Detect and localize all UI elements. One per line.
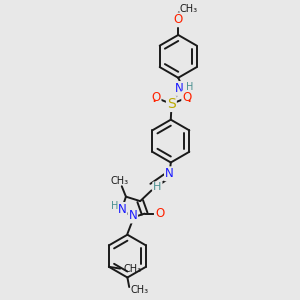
Text: S: S: [167, 97, 176, 111]
Text: H: H: [185, 82, 193, 92]
Text: N: N: [165, 167, 174, 180]
Text: O: O: [155, 206, 164, 220]
Text: ·: ·: [186, 93, 191, 111]
Text: O: O: [174, 13, 183, 26]
Text: CH₃: CH₃: [179, 4, 197, 14]
Text: N: N: [128, 209, 137, 223]
Text: ·: ·: [152, 93, 157, 111]
Text: O: O: [151, 92, 160, 104]
Text: N: N: [117, 203, 126, 216]
Text: CH₃: CH₃: [124, 264, 142, 274]
Text: H: H: [153, 182, 162, 193]
Text: CH₃: CH₃: [110, 176, 128, 186]
Text: CH₃: CH₃: [130, 285, 148, 295]
Text: N: N: [175, 82, 184, 95]
Text: O: O: [182, 92, 191, 104]
Text: H: H: [111, 201, 118, 211]
